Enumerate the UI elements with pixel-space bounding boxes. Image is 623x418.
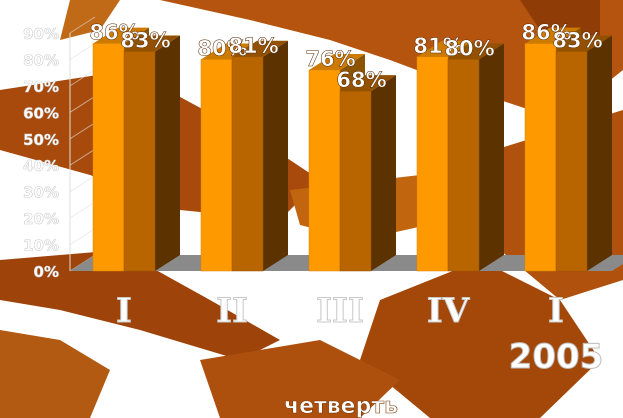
y-tick-label: 50%: [23, 131, 59, 149]
data-label: 68%: [336, 68, 386, 92]
gridline-tick: [69, 43, 96, 60]
gridline-tick: [69, 175, 96, 193]
bars-group: [92, 27, 612, 272]
data-label: 80%: [444, 36, 494, 60]
category-label: II: [216, 291, 248, 331]
x-axis-title: четверть: [284, 394, 398, 418]
data-label: 83%: [552, 29, 602, 53]
data-label: 86%: [521, 21, 571, 45]
bar-top: [93, 27, 149, 44]
bar-side: [263, 40, 288, 271]
category-label: I: [548, 291, 564, 331]
bar: [555, 51, 588, 272]
bar-top: [201, 43, 257, 60]
category-group-label: 2005: [509, 337, 604, 377]
bar-top: [124, 35, 180, 52]
bar-side: [587, 35, 612, 272]
data-label: 76%: [305, 47, 355, 71]
gridline-tick: [69, 148, 96, 166]
gridline-tick: [69, 16, 96, 34]
bar-top: [556, 35, 612, 52]
y-tick-label: 40%: [23, 157, 59, 175]
bar: [416, 56, 449, 272]
bar: [200, 59, 233, 272]
y-tick-label: 90%: [23, 25, 59, 43]
y-tick-label: 20%: [23, 210, 59, 228]
bar-top: [417, 40, 473, 57]
gridline-tick: [69, 95, 96, 113]
gridline-tick: [69, 228, 96, 245]
bar-side: [371, 75, 396, 271]
category-label: IV: [427, 291, 470, 331]
data-label: 80%: [197, 36, 247, 60]
category-label: I: [116, 291, 132, 331]
y-tick-label: 60%: [23, 104, 59, 122]
bar: [308, 69, 341, 272]
data-label: 83%: [120, 29, 170, 53]
bar-top: [448, 43, 504, 60]
y-tick-label: 70%: [23, 78, 59, 96]
bar-top: [309, 54, 365, 71]
bar: [447, 59, 480, 272]
bar: [231, 56, 264, 272]
bar-top: [525, 27, 581, 44]
labels-group: 86%83%I80%81%II76%68%III81%80%IV86%83%I2…: [89, 20, 604, 418]
y-tick-label: 0%: [34, 263, 59, 281]
bar: [339, 90, 372, 272]
gridline-tick: [69, 122, 96, 140]
bar-side: [155, 35, 180, 272]
bar: [123, 51, 156, 272]
category-label: III: [316, 291, 364, 331]
axes-group: 0% 10% 20% 30% 40% 50% 60% 70% 80% 90%: [23, 16, 96, 281]
data-label: 81%: [228, 34, 278, 58]
bar-top: [232, 40, 288, 57]
bar: [92, 43, 125, 272]
y-tick-label: 30%: [23, 184, 59, 202]
data-label: 86%: [89, 21, 139, 45]
data-label: 81%: [413, 34, 463, 58]
y-tick-label: 80%: [23, 51, 59, 69]
bar-top: [340, 75, 396, 92]
y-tick-label: 10%: [23, 237, 59, 255]
bar-side: [479, 43, 504, 271]
gridline-tick: [69, 201, 96, 219]
bar: [524, 43, 557, 272]
gridline-tick: [69, 69, 96, 87]
